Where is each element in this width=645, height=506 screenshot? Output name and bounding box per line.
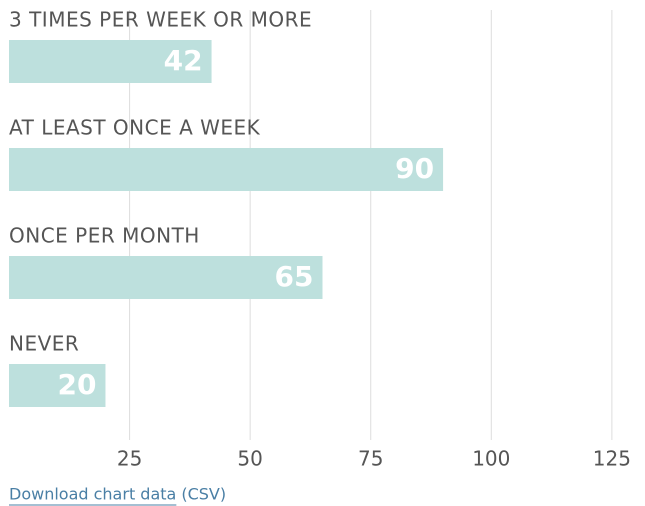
category-label: ONCE PER MONTH — [9, 224, 200, 248]
download-link[interactable]: Download chart data — [9, 485, 176, 504]
category-label: 3 TIMES PER WEEK OR MORE — [9, 8, 312, 32]
category-label: NEVER — [9, 332, 79, 356]
bar — [9, 256, 323, 299]
bar — [9, 364, 106, 407]
value-label: 65 — [275, 260, 314, 293]
format-label: (CSV) — [181, 485, 226, 504]
x-tick-label: 50 — [237, 447, 262, 471]
x-tick-label: 75 — [358, 447, 383, 471]
value-label: 20 — [57, 368, 96, 401]
x-tick-label: 100 — [472, 447, 510, 471]
value-label: 42 — [164, 44, 203, 77]
x-tick-label: 125 — [593, 447, 631, 471]
x-tick-label: 25 — [117, 447, 142, 471]
bar — [9, 40, 212, 83]
bar — [9, 148, 444, 191]
value-label: 90 — [395, 152, 434, 185]
category-label: AT LEAST ONCE A WEEK — [9, 116, 261, 140]
